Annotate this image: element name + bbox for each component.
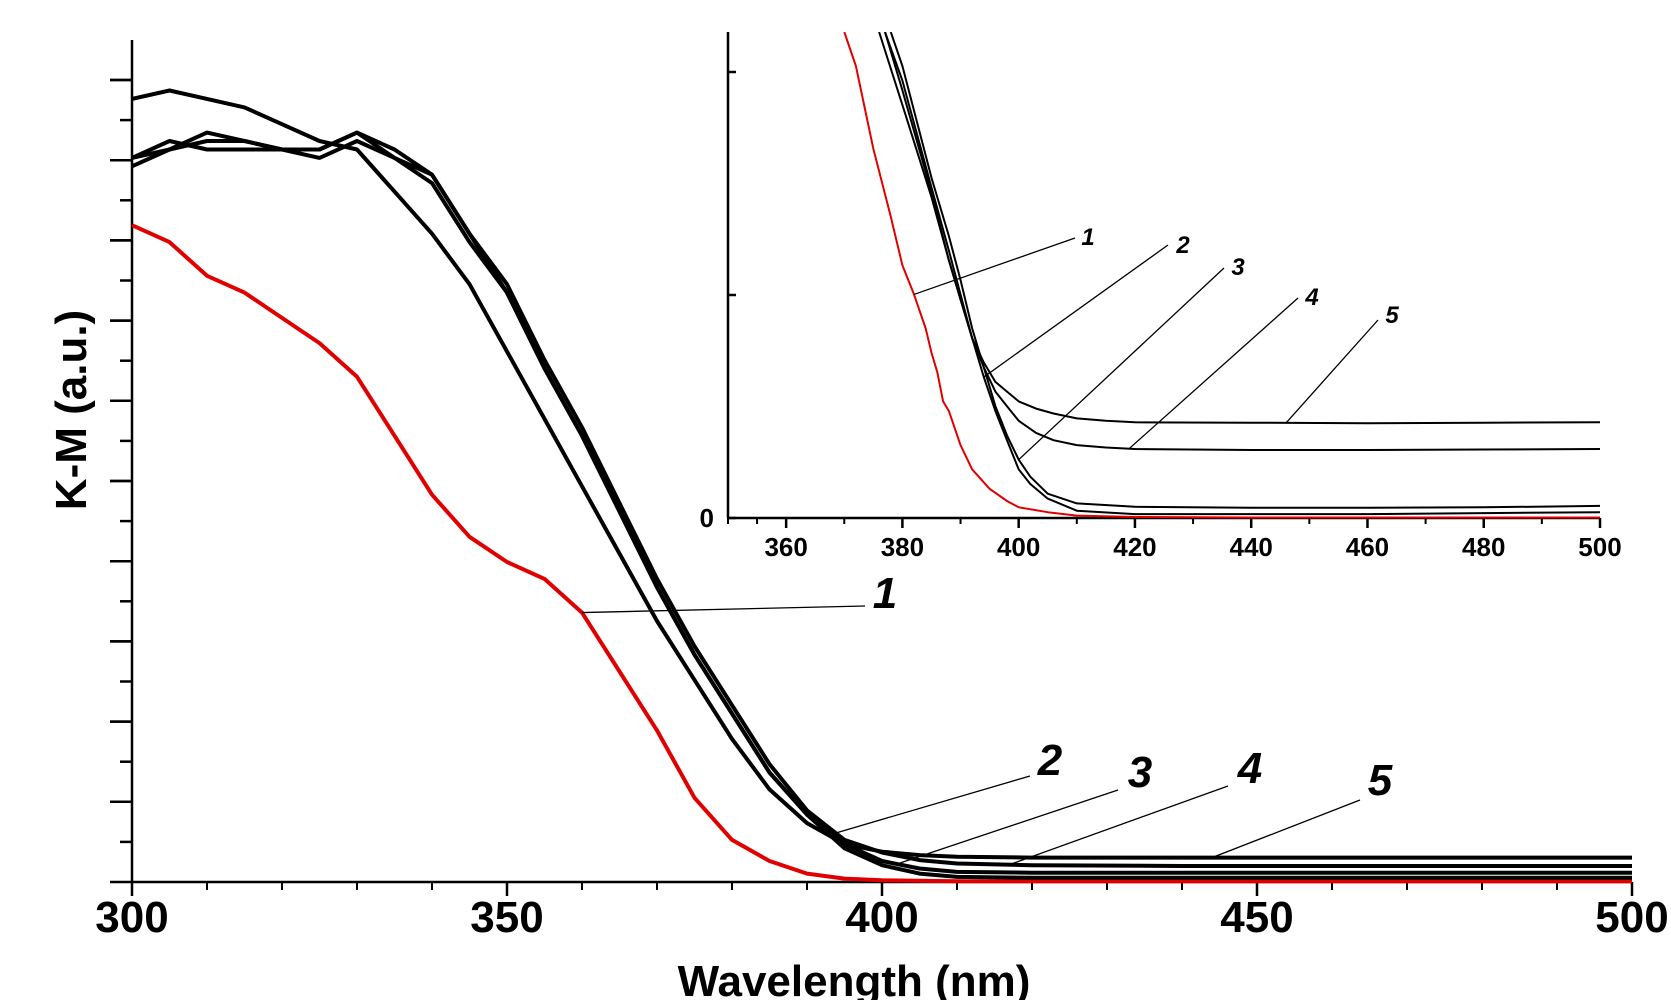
- series-line-2: [884, 32, 1600, 516]
- series-line-2: [132, 130, 1632, 880]
- series-line-3: [889, 32, 1600, 509]
- x-tick-label: 450: [1220, 893, 1293, 942]
- annotation-label-2: 2: [1175, 232, 1190, 259]
- annotation-leader-1: [913, 237, 1076, 296]
- series-line-5: [884, 32, 1600, 425]
- x-axis-title: Wavelength (nm): [678, 957, 1031, 1000]
- series-line-4: [132, 130, 1632, 868]
- annotation-leader-3: [1018, 267, 1225, 461]
- annotation-label-3: 3: [1128, 748, 1152, 797]
- x-tick-label: 300: [95, 893, 168, 942]
- x-tick-label: 360: [764, 532, 807, 562]
- x-tick-label: 460: [1346, 532, 1389, 562]
- annotation-label-1: 1: [873, 569, 897, 618]
- annotation-leader-5: [1285, 319, 1379, 424]
- annotation-leader-1: [581, 605, 866, 614]
- annotation-leader-5: [1211, 799, 1361, 859]
- inset-plot: 360 380 400 420 440 460 480 500 0 1 2 3 4 5: [700, 32, 1622, 562]
- x-tick-label: 400: [845, 893, 918, 942]
- annotation-label-1: 1: [1081, 224, 1094, 251]
- x-tick-label: 440: [1230, 532, 1273, 562]
- series-line-3: [132, 130, 1632, 875]
- x-tick-label: 480: [1462, 532, 1505, 562]
- x-tick-label: 500: [1595, 893, 1668, 942]
- annotation-leader-4: [1009, 785, 1229, 866]
- x-tick-label: 350: [470, 893, 543, 942]
- annotation-label-5: 5: [1385, 302, 1399, 329]
- x-tick-label: 420: [1113, 532, 1156, 562]
- annotation-leader-2: [983, 244, 1169, 378]
- annotation-label-4: 4: [1237, 744, 1262, 793]
- annotation-label-3: 3: [1231, 254, 1245, 281]
- annotation-leader-4: [1128, 297, 1299, 450]
- series-line-1: [843, 32, 1600, 519]
- annotation-label-4: 4: [1304, 284, 1318, 311]
- annotation-label-2: 2: [1037, 736, 1063, 785]
- annotation-leader-3: [896, 789, 1119, 865]
- y-axis-title: K-M (a.u.): [47, 310, 96, 510]
- series-line-1: [132, 223, 1632, 884]
- y-tick-label: 0: [700, 503, 714, 533]
- annotation-label-5: 5: [1368, 756, 1393, 805]
- x-tick-label: 380: [881, 532, 924, 562]
- x-tick-label: 400: [997, 532, 1040, 562]
- x-tick-label: 500: [1578, 532, 1621, 562]
- series-line-5: [132, 88, 1632, 860]
- annotation-leader-2: [829, 775, 1031, 836]
